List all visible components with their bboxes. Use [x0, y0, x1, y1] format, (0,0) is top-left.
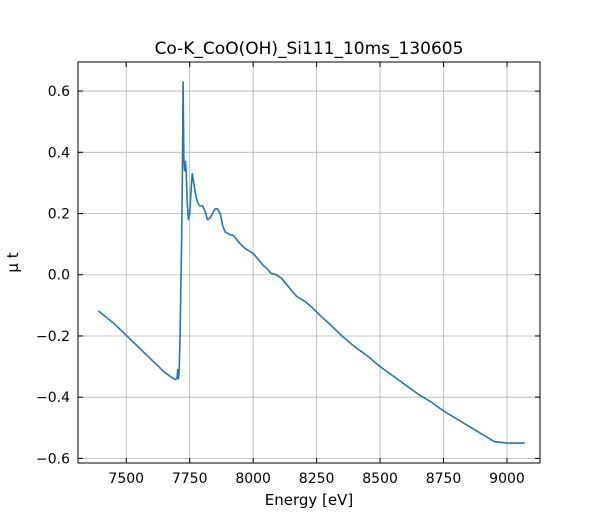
x-tick-label: 8500 [362, 471, 398, 487]
x-tick-label: 8750 [426, 471, 462, 487]
plot-lines [97, 81, 525, 444]
y-tick-label: 0.0 [48, 268, 70, 284]
y-axis-label: μ t [4, 252, 22, 272]
x-tick-label: 8000 [235, 471, 271, 487]
chart-title: Co-K_CoO(OH)_Si111_10ms_130605 [155, 39, 464, 59]
x-tick-label: 9000 [489, 471, 525, 487]
x-tick-label: 7500 [108, 471, 144, 487]
y-tick-label: 0.4 [48, 145, 70, 161]
x-axis-label: Energy [eV] [265, 491, 353, 509]
x-tick-label: 8250 [299, 471, 335, 487]
y-tick-label: −0.2 [36, 329, 70, 345]
x-tick-label: 7750 [172, 471, 208, 487]
y-tick-label: −0.6 [36, 451, 70, 467]
series-line [97, 81, 525, 444]
grid [78, 62, 540, 463]
y-tick-label: 0.2 [48, 207, 70, 223]
y-tick-label: 0.6 [48, 84, 70, 100]
plot-frame [77, 61, 541, 464]
axis-ticks: 7500 7750 8000 8250 8500 8750 9000 −0.6 −0.4 −0.2… [36, 62, 540, 487]
y-tick-label: −0.4 [36, 390, 70, 406]
